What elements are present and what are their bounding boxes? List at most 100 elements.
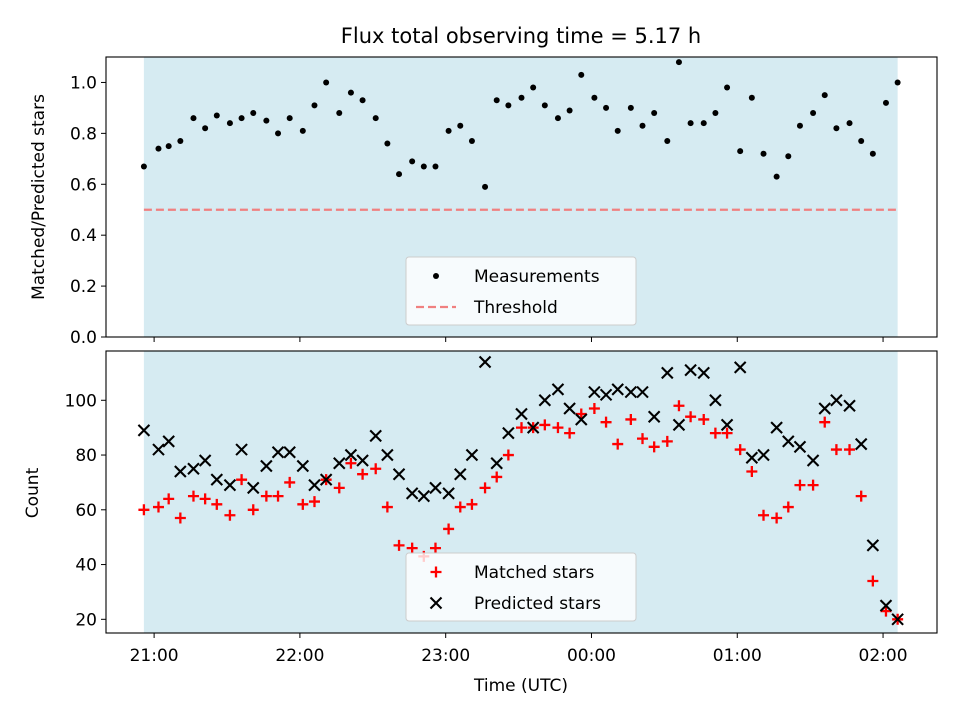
bottom-x-point-59 — [854, 437, 868, 451]
bottom-axes-frame — [105, 350, 938, 634]
top-y-tick-label-1: 0.2 — [70, 277, 97, 297]
bottom-x-point-42 — [647, 410, 661, 423]
bottom-plus-point-7 — [224, 509, 236, 521]
x-tick-label-4: 01:00 — [713, 646, 762, 666]
top-dot-point-54 — [796, 122, 803, 129]
top-dot-point-40 — [627, 104, 634, 111]
bottom-plus-point-52 — [771, 512, 783, 524]
bottom-plus-point-13 — [297, 498, 309, 510]
bottom-x-point-31 — [515, 407, 528, 421]
bottom-plus-point-54 — [794, 479, 806, 491]
bottom-x-point-10 — [260, 459, 273, 473]
bottom-plus-point-31 — [516, 422, 527, 434]
bottom-plus-point-58 — [844, 444, 856, 456]
bottom-x-point-57 — [830, 394, 843, 407]
chart-title: Flux total observing time = 5.17 h — [341, 24, 701, 48]
top-dot-point-27 — [468, 138, 475, 144]
bottom-plus-point-43 — [661, 435, 673, 447]
bottom-x-point-49 — [733, 361, 747, 374]
top-dot-point-58 — [846, 120, 853, 127]
top-dot-point-25 — [445, 127, 452, 134]
top-dot-point-4 — [190, 115, 197, 122]
bottom-plus-point-56 — [819, 416, 831, 428]
bottom-plus-point-30 — [502, 449, 514, 461]
bottom-x-point-29 — [490, 457, 503, 470]
bottom-plus-point-19 — [370, 463, 382, 475]
x-tick-label-0: 21:00 — [130, 646, 179, 666]
bottom-y-tick-label-1: 40 — [75, 556, 97, 576]
top-dot-point-50 — [748, 94, 755, 101]
bottom-x-point-13 — [296, 459, 310, 473]
bottom-plus-point-12 — [284, 476, 296, 488]
bottom-x-point-24 — [429, 481, 442, 495]
bottom-x-point-34 — [551, 383, 565, 396]
top-dot-point-14 — [311, 102, 318, 109]
top-dot-point-11 — [275, 130, 282, 137]
bottom-x-point-46 — [697, 366, 710, 380]
bottom-plus-point-39 — [612, 438, 624, 450]
bottom-x-point-56 — [818, 402, 831, 415]
top-dot-point-6 — [213, 112, 220, 119]
bottom-plus-point-27 — [466, 498, 478, 510]
top-dot-point-18 — [359, 97, 366, 104]
bottom-plus-point-50 — [746, 465, 758, 477]
bottom-plus-point-59 — [855, 490, 867, 502]
bottom-plus-point-37 — [588, 402, 600, 414]
top-dot-point-15 — [323, 79, 330, 86]
top-dot-point-22 — [409, 158, 416, 165]
x-tick-label-1: 22:00 — [275, 646, 324, 666]
bottom-plus-point-26 — [454, 501, 466, 513]
bottom-plus-point-35 — [564, 427, 576, 439]
bottom-plus-point-41 — [637, 433, 649, 445]
bottom-plus-point-25 — [443, 523, 455, 535]
top-dot-point-0 — [140, 163, 147, 170]
bottom-x-point-53 — [782, 435, 795, 448]
x-tick-label-5: 02:00 — [859, 646, 908, 666]
top-dot-point-38 — [603, 104, 610, 111]
bottom-x-point-26 — [454, 467, 467, 481]
bottom-plus-point-24 — [429, 542, 441, 554]
bottom-x-point-20 — [381, 448, 394, 462]
top-dot-point-42 — [651, 110, 658, 116]
x-axis-label: Time (UTC) — [473, 676, 568, 696]
bottom-x-point-16 — [333, 457, 346, 470]
top-dot-point-20 — [384, 140, 391, 147]
bottom-plus-point-51 — [758, 509, 770, 521]
bottom-plus-point-11 — [272, 490, 284, 502]
bottom-plus-point-22 — [406, 542, 418, 554]
bottom-plus-point-29 — [491, 471, 503, 483]
bottom-legend-label-0: Matched stars — [474, 563, 594, 583]
top-dot-point-43 — [664, 138, 671, 144]
top-y-tick-label-2: 0.4 — [70, 226, 97, 246]
bottom-y-axis-label: Count — [23, 467, 43, 518]
top-dot-point-52 — [773, 173, 780, 180]
bottom-y-tick-label-3: 80 — [75, 446, 97, 466]
top-dot-point-36 — [578, 71, 585, 78]
bottom-x-point-5 — [198, 454, 212, 467]
bottom-plus-point-45 — [685, 411, 697, 423]
bottom-x-point-30 — [502, 426, 515, 440]
top-dot-point-49 — [737, 148, 744, 155]
top-dot-point-47 — [712, 110, 719, 116]
top-dot-point-44 — [675, 59, 682, 66]
top-dot-point-57 — [833, 125, 840, 132]
top-y-tick-label-4: 0.8 — [70, 124, 97, 144]
bottom-x-point-8 — [235, 443, 248, 456]
bottom-plus-point-47 — [709, 427, 721, 439]
bottom-x-point-7 — [223, 478, 237, 492]
bottom-x-point-12 — [283, 446, 296, 459]
top-legend: Measurements Threshold — [405, 256, 637, 326]
top-dot-point-23 — [420, 163, 427, 170]
bottom-x-point-21 — [392, 467, 406, 481]
bottom-plus-point-20 — [381, 501, 393, 513]
bottom-plus-point-4 — [187, 490, 199, 502]
top-dot-point-28 — [482, 183, 489, 190]
bottom-plus-point-49 — [734, 444, 746, 456]
bottom-x-point-15 — [319, 473, 333, 486]
bottom-x-point-19 — [369, 429, 382, 443]
bottom-x-point-25 — [442, 487, 455, 500]
bottom-y-tick-label-0: 20 — [75, 610, 97, 630]
top-dot-point-30 — [505, 102, 512, 109]
top-dot-point-60 — [869, 150, 876, 157]
top-dot-point-7 — [226, 120, 233, 127]
